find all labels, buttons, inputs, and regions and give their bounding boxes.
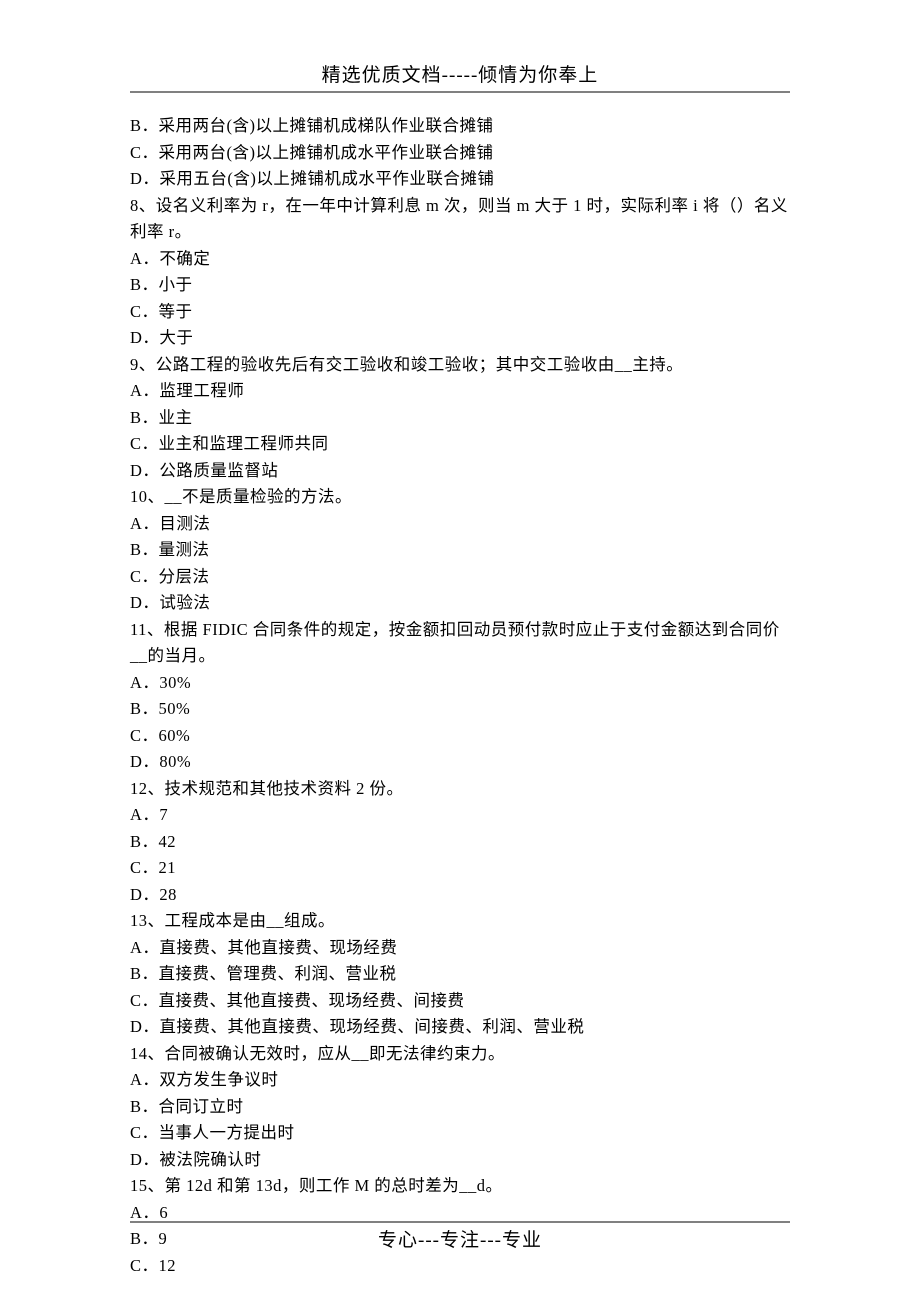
text-line: C．21 [130, 855, 790, 882]
header-divider [130, 91, 790, 93]
text-line: B．42 [130, 829, 790, 856]
text-line: D．被法院确认时 [130, 1147, 790, 1174]
text-line: A．监理工程师 [130, 378, 790, 405]
text-line: B．小于 [130, 272, 790, 299]
text-line: C．12 [130, 1253, 790, 1280]
page-footer: 专心---专注---专业 [0, 1225, 920, 1252]
text-line: 10、__不是质量检验的方法。 [130, 484, 790, 511]
text-line: 11、根据 FIDIC 合同条件的规定，按金额扣回动员预付款时应止于支付金额达到… [130, 617, 790, 670]
text-line: A．直接费、其他直接费、现场经费 [130, 935, 790, 962]
text-line: B．直接费、管理费、利润、营业税 [130, 961, 790, 988]
text-line: D．28 [130, 882, 790, 909]
text-line: D．采用五台(含)以上摊铺机成水平作业联合摊铺 [130, 166, 790, 193]
text-line: D．大于 [130, 325, 790, 352]
text-line: B．量测法 [130, 537, 790, 564]
text-line: B．50% [130, 696, 790, 723]
text-line: C．当事人一方提出时 [130, 1120, 790, 1147]
text-line: C．分层法 [130, 564, 790, 591]
text-line: 8、设名义利率为 r，在一年中计算利息 m 次，则当 m 大于 1 时，实际利率… [130, 193, 790, 246]
text-line: C．业主和监理工程师共同 [130, 431, 790, 458]
text-line: A．双方发生争议时 [130, 1067, 790, 1094]
text-line: 12、技术规范和其他技术资料 2 份。 [130, 776, 790, 803]
text-line: 13、工程成本是由__组成。 [130, 908, 790, 935]
text-line: A．7 [130, 802, 790, 829]
page-footer-container: 专心---专注---专业 [0, 1221, 920, 1252]
text-line: 15、第 12d 和第 13d，则工作 M 的总时差为__d。 [130, 1173, 790, 1200]
text-line: A．30% [130, 670, 790, 697]
text-line: B．采用两台(含)以上摊铺机成梯队作业联合摊铺 [130, 113, 790, 140]
text-line: B．业主 [130, 405, 790, 432]
text-line: C．采用两台(含)以上摊铺机成水平作业联合摊铺 [130, 140, 790, 167]
text-line: D．80% [130, 749, 790, 776]
page-header: 精选优质文档-----倾情为你奉上 [130, 60, 790, 87]
document-content: B．采用两台(含)以上摊铺机成梯队作业联合摊铺 C．采用两台(含)以上摊铺机成水… [130, 101, 790, 1279]
text-line: 14、合同被确认无效时，应从__即无法律约束力。 [130, 1041, 790, 1068]
text-line: D．公路质量监督站 [130, 458, 790, 485]
page-container: 精选优质文档-----倾情为你奉上 B．采用两台(含)以上摊铺机成梯队作业联合摊… [0, 0, 920, 1279]
text-line: C．等于 [130, 299, 790, 326]
text-line: 9、公路工程的验收先后有交工验收和竣工验收；其中交工验收由__主持。 [130, 352, 790, 379]
text-line: C．60% [130, 723, 790, 750]
text-line: D．直接费、其他直接费、现场经费、间接费、利润、营业税 [130, 1014, 790, 1041]
text-line: D．试验法 [130, 590, 790, 617]
text-line: C．直接费、其他直接费、现场经费、间接费 [130, 988, 790, 1015]
footer-divider [130, 1221, 790, 1223]
text-line: A．不确定 [130, 246, 790, 273]
text-line: A．目测法 [130, 511, 790, 538]
text-line: B．合同订立时 [130, 1094, 790, 1121]
